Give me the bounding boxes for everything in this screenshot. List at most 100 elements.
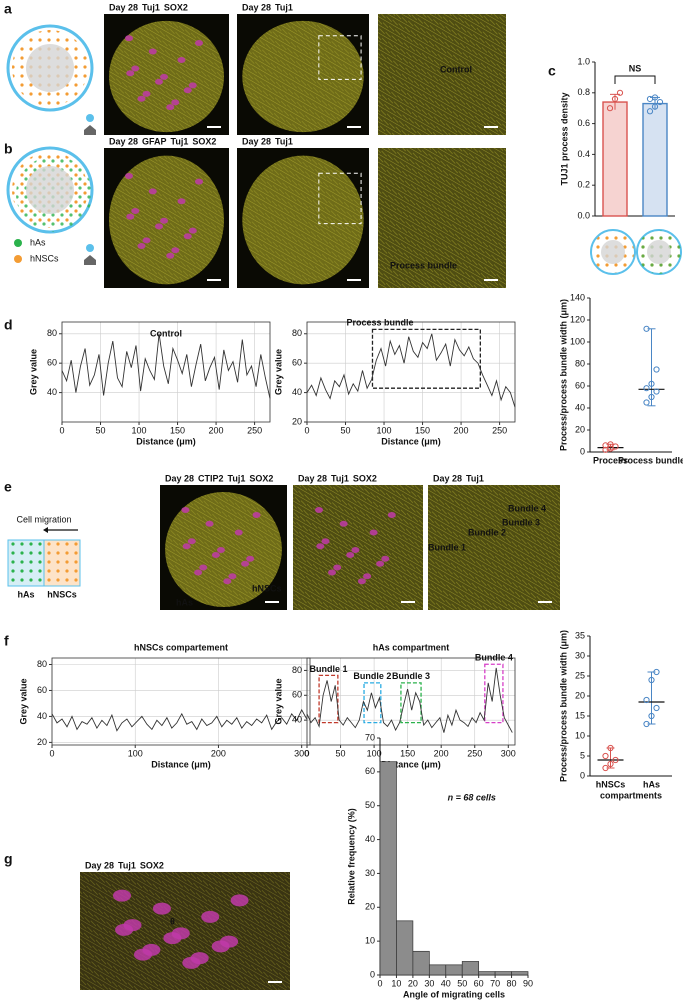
micrograph: Process bundle xyxy=(378,148,506,288)
fibers xyxy=(293,485,423,610)
nucleus xyxy=(339,520,348,527)
x-tick-label: 300 xyxy=(501,748,516,758)
image-caption: Tuj1 xyxy=(331,473,349,483)
image-annotation: Bundle 2 xyxy=(468,527,506,537)
nucleus xyxy=(187,538,196,545)
y-axis-label: Process/process bundle width (μm) xyxy=(558,630,568,782)
image-annotation: Bundle 1 xyxy=(428,542,466,552)
x-tick-label: 20 xyxy=(408,978,418,988)
image-caption: Day 28 xyxy=(85,860,114,870)
image-annotation: Bundle 4 xyxy=(508,503,546,513)
highlight-box xyxy=(400,682,422,724)
plot-frame xyxy=(306,657,516,746)
x-axis-label: compartments xyxy=(600,790,662,800)
y-tick-label: 80 xyxy=(47,328,57,338)
nucleus xyxy=(351,547,360,553)
data-point xyxy=(606,105,614,112)
panel-label: a xyxy=(4,1,12,17)
y-tick-label: 40 xyxy=(365,834,375,844)
nucleus xyxy=(183,233,192,240)
y-tick-label: 120 xyxy=(570,314,585,324)
x-tick-label: 70 xyxy=(490,978,500,988)
data-point xyxy=(653,366,660,373)
y-tick-label: 60 xyxy=(292,358,302,368)
profile-line xyxy=(61,333,271,399)
y-tick-label: 10 xyxy=(365,936,375,946)
nucleus xyxy=(155,223,163,230)
nucleus xyxy=(171,99,180,106)
zoom-box xyxy=(318,35,362,80)
box-label: Bundle 1 xyxy=(309,664,347,674)
data-point xyxy=(616,89,624,96)
image-caption: CTIP2 xyxy=(198,473,224,483)
x-tick-label: 100 xyxy=(128,748,143,758)
nucleus xyxy=(363,573,372,580)
x-tick-label: 50 xyxy=(457,978,467,988)
annotation: Control xyxy=(150,328,182,338)
y-tick-label: 140 xyxy=(570,292,585,302)
nucleus xyxy=(148,188,157,195)
nucleus xyxy=(160,217,168,224)
legend-hnsc: hNSCs xyxy=(30,253,59,263)
nucleus xyxy=(171,247,180,254)
nucleus xyxy=(346,552,355,558)
hist-bar xyxy=(445,964,463,976)
nucleus xyxy=(181,507,190,513)
x-tick-label: 90 xyxy=(523,978,533,988)
image-caption: SOX2 xyxy=(192,136,216,146)
hist-bar xyxy=(478,971,496,976)
x-tick-label: 150 xyxy=(170,425,185,435)
y-tick-label: 0 xyxy=(580,770,585,780)
data-point xyxy=(653,668,660,676)
x-tick-label: 100 xyxy=(367,748,382,758)
x-tick-label: 150 xyxy=(400,748,415,758)
x-tick-label: 100 xyxy=(377,425,392,435)
data-point xyxy=(607,744,614,752)
nucleus xyxy=(188,227,197,234)
migration-right: hNSCs xyxy=(47,589,77,599)
x-tick-label: 0 xyxy=(49,748,54,758)
x-axis-label: Angle of migrating cells xyxy=(403,989,505,999)
y-axis-label: Grey value xyxy=(28,349,38,395)
image-caption: Tuj1 xyxy=(118,860,136,870)
nucleus xyxy=(333,564,342,571)
zoom-box xyxy=(318,172,362,225)
y-tick-label: 20 xyxy=(575,424,585,434)
nucleus xyxy=(163,932,182,945)
x-tick-label: 200 xyxy=(434,748,449,758)
x-axis-label: Distance (μm) xyxy=(136,436,196,446)
data-point xyxy=(602,764,609,772)
data-point xyxy=(651,94,659,101)
nucleus xyxy=(137,243,146,249)
y-tick-label: 0.4 xyxy=(577,149,590,159)
x-tick-label: 0 xyxy=(59,425,64,435)
y-tick-label: 10 xyxy=(575,730,585,740)
y-tick-label: 0.6 xyxy=(577,118,590,128)
nucleus xyxy=(137,95,146,102)
x-axis-label: Distance (μm) xyxy=(381,759,441,769)
box-label: Bundle 3 xyxy=(392,671,430,681)
nucleus xyxy=(125,35,133,42)
x-tick-label: 30 xyxy=(424,978,434,988)
y-tick-label: 20 xyxy=(365,902,375,912)
schematic-a xyxy=(6,24,96,135)
image-annotation: hAs xyxy=(176,597,193,607)
image-annotation: Process bundle xyxy=(390,260,457,270)
panel-label: e xyxy=(4,479,12,495)
nucleus xyxy=(211,940,230,953)
nucleus xyxy=(125,173,133,179)
image-caption: Day 28 xyxy=(298,473,327,483)
x-tick-label: 250 xyxy=(247,425,262,435)
image-caption: Tuj1 xyxy=(228,473,246,483)
image-caption: SOX2 xyxy=(140,860,164,870)
box-label: Bundle 4 xyxy=(475,653,513,663)
data-point xyxy=(653,388,660,395)
y-tick-label: 5 xyxy=(580,750,585,760)
x-tick-label: 10 xyxy=(391,978,401,988)
nucleus xyxy=(177,56,186,63)
x-tick-label: Process bundle xyxy=(618,455,683,465)
data-point xyxy=(643,325,650,332)
x-tick-label: 80 xyxy=(507,978,517,988)
nucleus xyxy=(134,948,152,961)
nucleus xyxy=(369,529,378,536)
